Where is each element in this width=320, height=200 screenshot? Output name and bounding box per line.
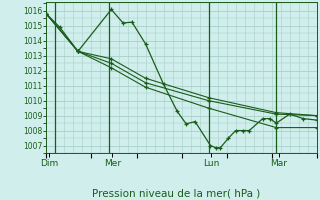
Text: Pression niveau de la mer( hPa ): Pression niveau de la mer( hPa ) [92, 188, 260, 198]
